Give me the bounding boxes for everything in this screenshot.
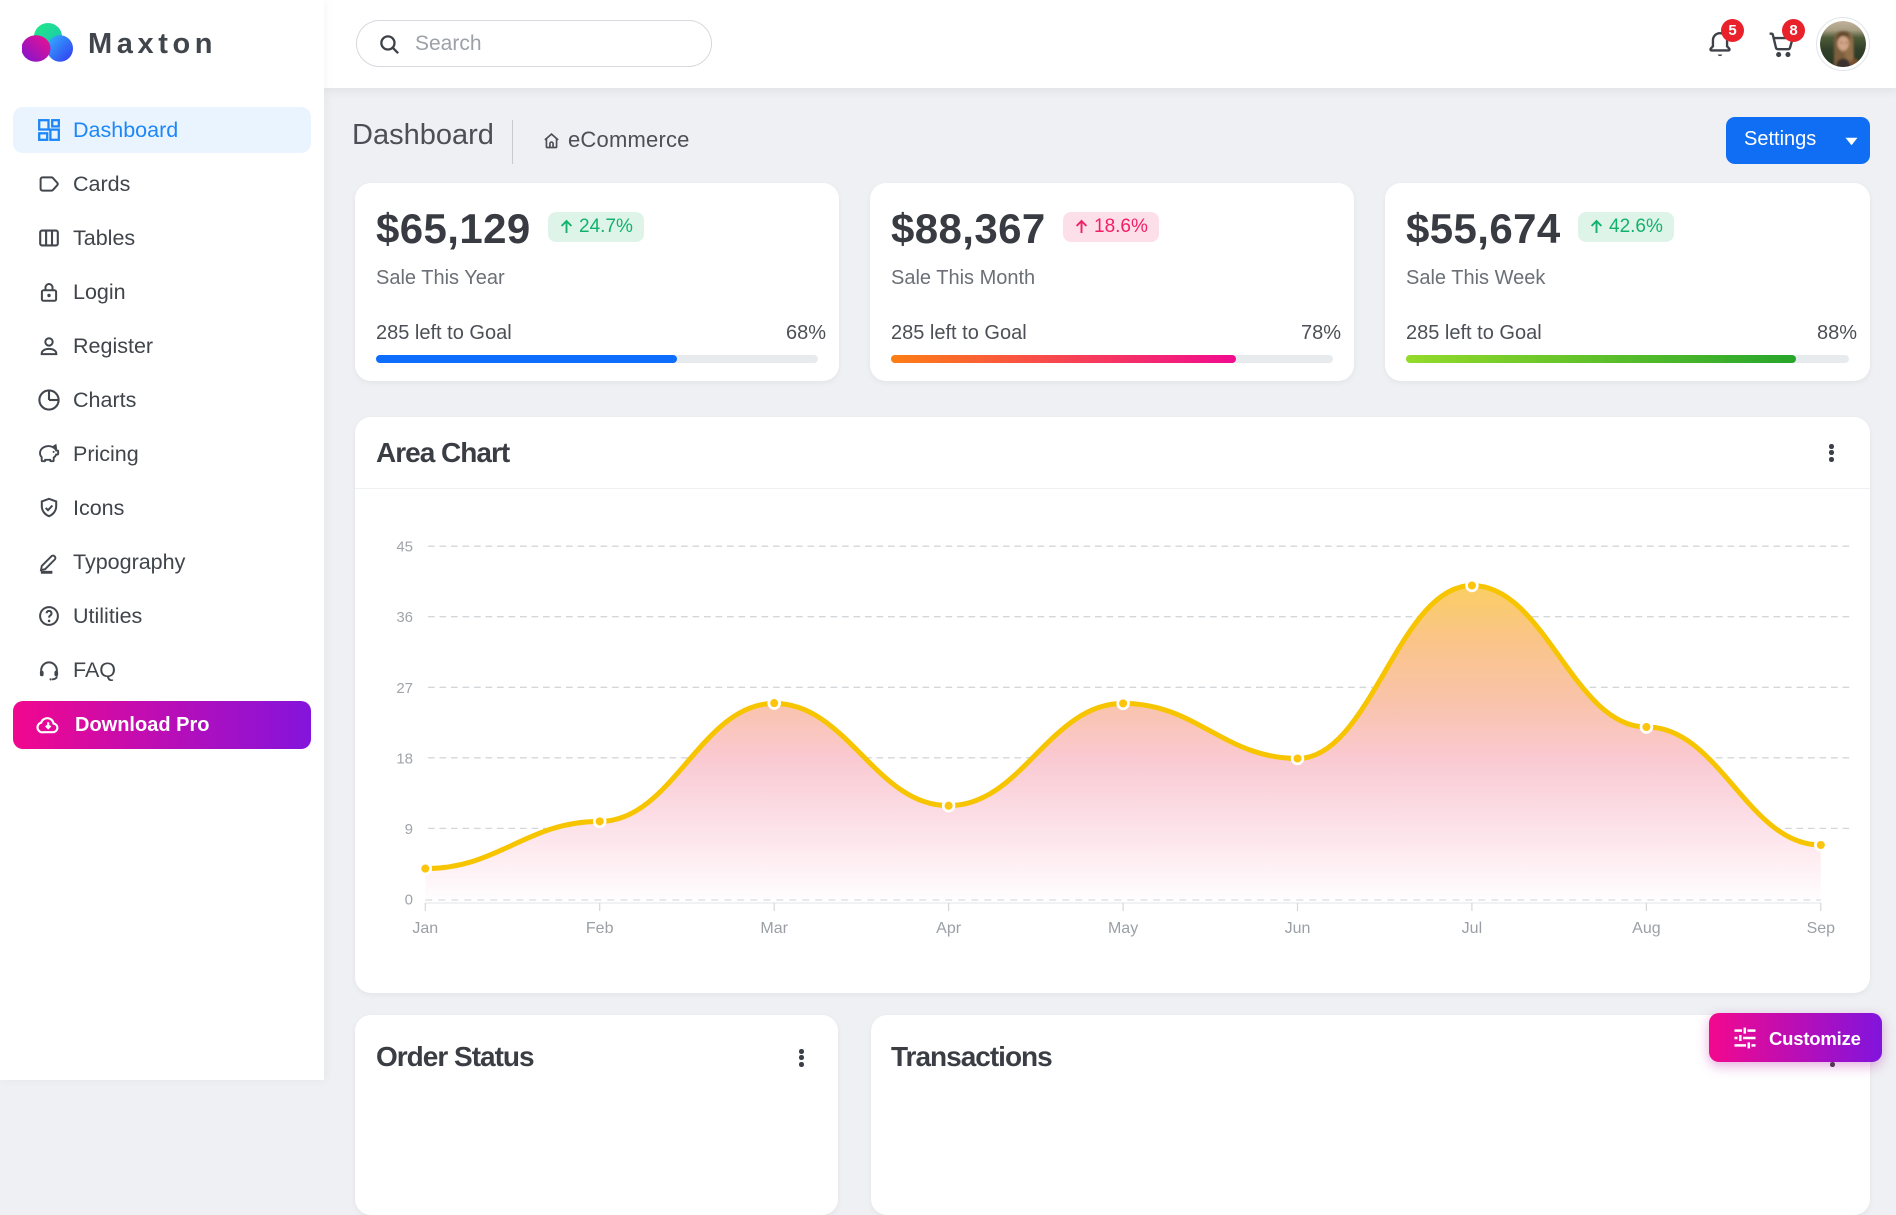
svg-text:Aug: Aug [1632, 920, 1660, 937]
svg-text:Apr: Apr [936, 920, 962, 937]
svg-text:Mar: Mar [760, 920, 788, 937]
svg-text:Sep: Sep [1807, 920, 1836, 937]
svg-text:Jan: Jan [412, 920, 438, 937]
svg-text:Jul: Jul [1462, 920, 1482, 937]
svg-text:May: May [1108, 920, 1138, 937]
svg-text:18: 18 [396, 750, 413, 767]
svg-text:36: 36 [396, 609, 413, 626]
svg-text:27: 27 [396, 680, 413, 697]
svg-text:45: 45 [396, 539, 413, 556]
svg-text:Jun: Jun [1285, 920, 1311, 937]
svg-text:9: 9 [405, 821, 413, 838]
svg-text:0: 0 [405, 892, 413, 909]
svg-text:Feb: Feb [586, 920, 614, 937]
